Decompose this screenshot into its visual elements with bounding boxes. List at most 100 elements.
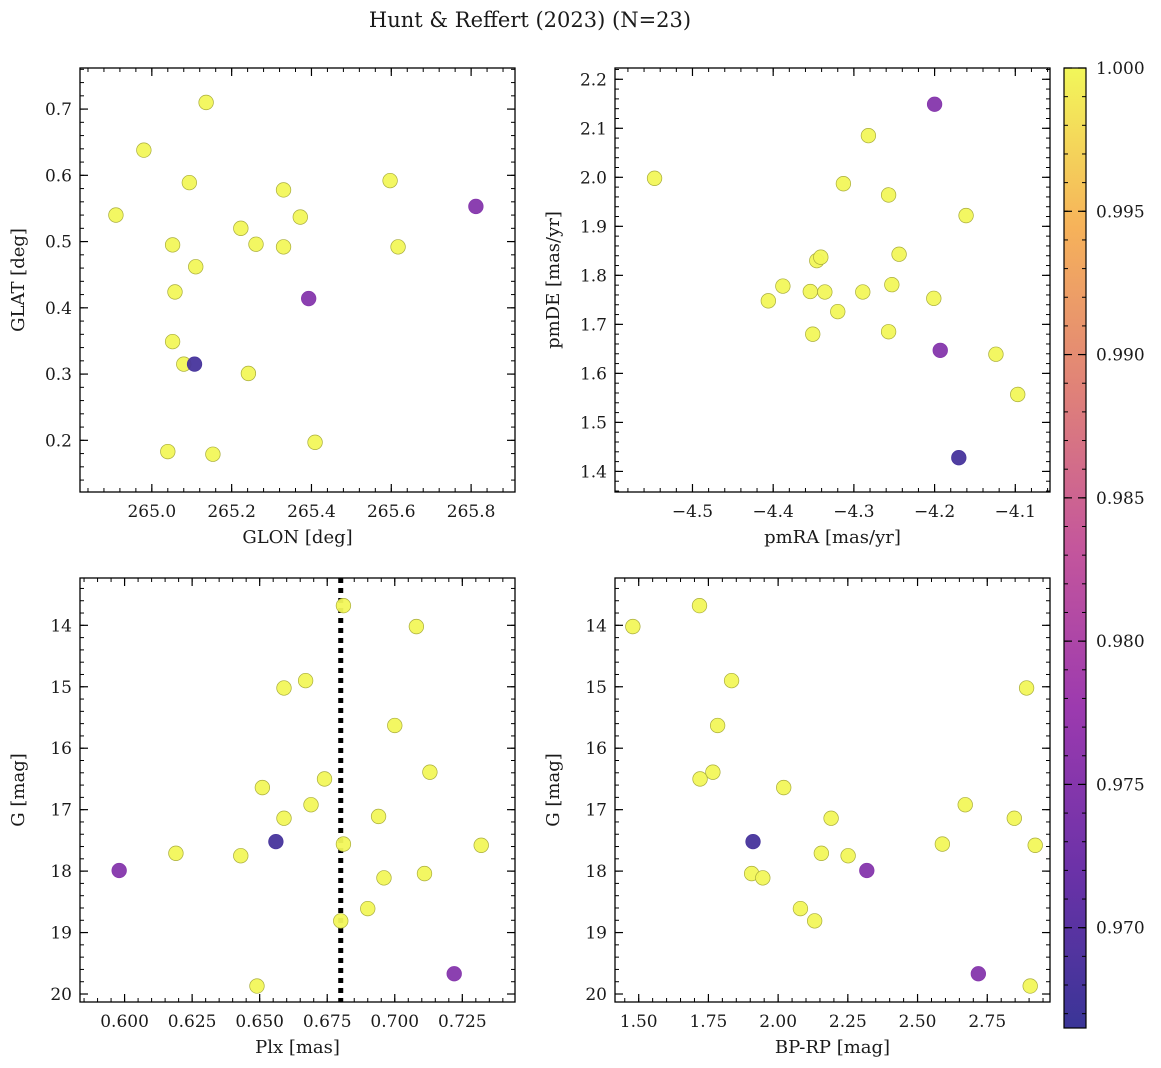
- data-point: [446, 966, 462, 982]
- data-point: [473, 837, 489, 853]
- data-point: [802, 283, 818, 300]
- data-point: [776, 779, 792, 796]
- x-tick-label: 1.50: [620, 1012, 658, 1032]
- data-point: [335, 836, 352, 852]
- x-tick-label: −4.3: [833, 502, 874, 522]
- y-tick-label: 18: [50, 862, 72, 882]
- data-point: [813, 249, 829, 265]
- data-point: [297, 672, 314, 689]
- y-tick-label: 1.7: [580, 315, 607, 335]
- y-tick-label: 14: [50, 616, 72, 636]
- y-tick-label: 1.4: [580, 462, 607, 482]
- data-point: [333, 913, 349, 929]
- data-point: [1027, 837, 1043, 853]
- data-point: [709, 717, 726, 734]
- colorbar-tick-label: 0.980: [1096, 632, 1145, 652]
- data-point: [198, 94, 214, 111]
- data-point: [775, 278, 791, 294]
- x-tick-label: 2.75: [968, 1012, 1006, 1032]
- axes-frame: [614, 577, 1051, 1003]
- colorbar-gradient: [1063, 67, 1087, 1029]
- data-point: [926, 96, 943, 112]
- y-tick-label: 17: [585, 801, 607, 821]
- data-point: [932, 342, 948, 358]
- data-point: [934, 836, 951, 852]
- data-point: [646, 170, 663, 186]
- data-point: [723, 672, 740, 689]
- data-point: [370, 808, 387, 825]
- colorbar-tick-label: 0.975: [1096, 775, 1145, 795]
- y-tick-label: 1.6: [580, 364, 607, 384]
- data-point: [268, 833, 284, 850]
- colorbar: 0.970 0.975 0.980 0.985 0.990 0.995 1.000: [1063, 59, 1145, 1029]
- x-axis-label: GLON [deg]: [242, 527, 352, 548]
- data-point: [275, 239, 292, 255]
- data-point: [745, 833, 761, 850]
- data-point: [1006, 810, 1022, 826]
- scatter-panel-2: −4.5 −4.4 −4.3 −4.2 −4.1 1.4 1.5 1.6 1.7 1.8 1.9 2.…: [543, 67, 1051, 548]
- data-point: [807, 913, 823, 929]
- x-tick-label: 0.725: [438, 1012, 487, 1032]
- data-point: [233, 220, 249, 236]
- data-point: [880, 324, 897, 340]
- y-axis-label: pmDE [mas/yr]: [543, 211, 564, 349]
- scatter-points: [111, 598, 489, 994]
- y-tick-label: 16: [50, 739, 72, 759]
- y-tick-label: 1.9: [580, 217, 607, 237]
- y-tick-label: 0.3: [45, 365, 72, 385]
- data-point: [248, 236, 264, 252]
- data-point: [625, 618, 641, 635]
- data-point: [292, 209, 308, 225]
- data-point: [376, 870, 392, 886]
- y-tick-label: 15: [50, 678, 72, 698]
- y-axis-label: G [mag]: [8, 753, 29, 826]
- data-point: [416, 865, 433, 882]
- x-tick-label: 0.675: [303, 1012, 352, 1032]
- data-point: [108, 207, 124, 223]
- colorbar-tick-label: 0.970: [1096, 919, 1145, 939]
- data-point: [275, 182, 292, 198]
- data-point: [859, 862, 875, 879]
- data-point: [307, 434, 323, 450]
- y-tick-label: 14: [585, 616, 607, 636]
- y-tick-label: 0.4: [45, 299, 72, 319]
- data-point: [880, 187, 897, 203]
- data-point: [891, 246, 907, 262]
- data-point: [970, 966, 986, 982]
- data-point: [792, 900, 809, 917]
- data-point: [760, 293, 776, 309]
- data-point: [303, 797, 319, 813]
- minor-ticks: [615, 68, 1050, 492]
- y-axis-label: G [mag]: [543, 753, 564, 826]
- data-point: [705, 764, 721, 780]
- x-tick-label: 2.00: [759, 1012, 797, 1032]
- x-tick-label: 265.4: [287, 502, 336, 522]
- data-point: [408, 618, 425, 635]
- data-point: [390, 239, 406, 255]
- data-point: [958, 207, 974, 224]
- data-point: [111, 862, 127, 879]
- colorbar-tick-label: 0.985: [1096, 489, 1145, 509]
- data-point: [691, 598, 708, 614]
- data-point: [422, 764, 438, 780]
- x-axis-label: pmRA [mas/yr]: [764, 527, 901, 548]
- data-point: [186, 356, 203, 372]
- data-point: [884, 277, 900, 293]
- data-point: [951, 450, 967, 466]
- x-axis-label: BP-RP [mag]: [775, 1037, 890, 1058]
- scatter-points: [646, 96, 1026, 466]
- y-tick-label: 19: [50, 924, 72, 944]
- data-point: [817, 284, 833, 300]
- data-point: [240, 365, 257, 382]
- y-tick-label: 0.5: [45, 233, 72, 253]
- x-tick-label: 0.625: [168, 1012, 217, 1032]
- x-tick-label: 0.700: [370, 1012, 419, 1032]
- data-point: [335, 598, 352, 614]
- data-point: [957, 797, 973, 813]
- x-tick-label: 2.25: [829, 1012, 867, 1032]
- data-point: [813, 845, 829, 861]
- data-point: [164, 333, 181, 350]
- x-tick-label: 0.650: [235, 1012, 284, 1032]
- data-point: [926, 290, 942, 307]
